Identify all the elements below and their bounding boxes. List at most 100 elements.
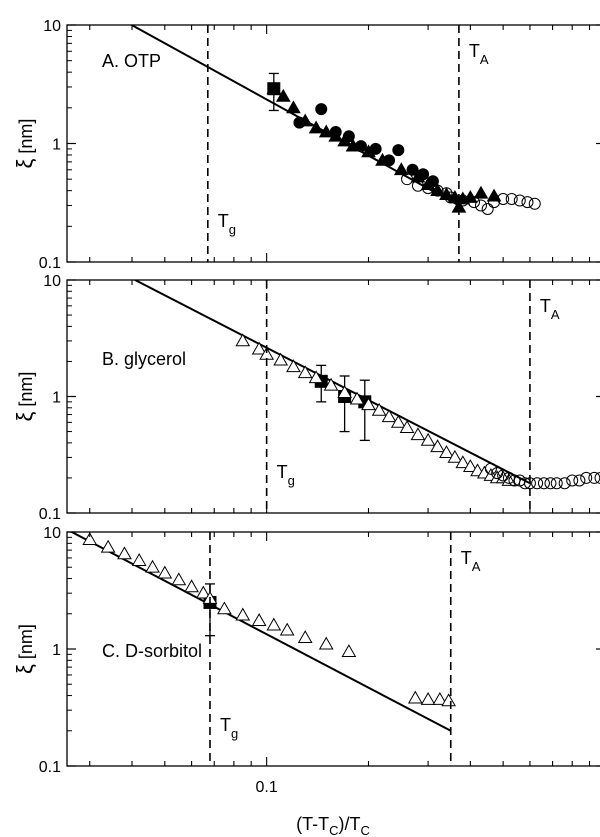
data-point bbox=[439, 445, 454, 458]
data-point bbox=[337, 385, 352, 398]
data-point bbox=[473, 185, 489, 199]
data-point bbox=[566, 474, 579, 487]
data-point bbox=[417, 168, 430, 181]
data-point bbox=[432, 692, 448, 705]
chart-panel-1: 10 1 0.1 ξ [nm] A. OTP Tg TA bbox=[12, 18, 600, 272]
panel-label: C. D-sorbitol bbox=[102, 641, 202, 661]
data-point bbox=[383, 154, 396, 167]
data-point bbox=[431, 184, 444, 197]
x-tick-label: 0.1 bbox=[256, 779, 278, 796]
ta-label: TA bbox=[540, 296, 560, 322]
data-point bbox=[426, 175, 439, 188]
data-point bbox=[342, 130, 355, 143]
data-point bbox=[341, 644, 357, 657]
ta-label: TA bbox=[469, 41, 489, 67]
chart-panel-2: 10 1 0.1 ξ [nm] B. glycerol Tg TA bbox=[12, 273, 600, 523]
data-point bbox=[544, 477, 557, 490]
data-point bbox=[474, 199, 487, 212]
series-circle-open bbox=[401, 173, 541, 216]
data-point bbox=[521, 196, 534, 209]
data-point bbox=[462, 459, 478, 473]
data-point bbox=[279, 622, 295, 636]
data-point bbox=[440, 187, 453, 200]
data-point bbox=[184, 579, 199, 593]
y-tick-label: 10 bbox=[43, 525, 61, 542]
data-point bbox=[406, 163, 419, 176]
data-point bbox=[392, 144, 405, 157]
y-axis-label: ξ [nm] bbox=[12, 624, 37, 674]
panel-label: A. OTP bbox=[102, 51, 161, 71]
data-point bbox=[390, 414, 406, 428]
data-point bbox=[467, 196, 480, 209]
data-point bbox=[580, 471, 593, 484]
data-point bbox=[235, 333, 251, 347]
data-point bbox=[318, 636, 334, 650]
y-tick-label: 1 bbox=[52, 390, 61, 407]
x-axis-label: (T-TC)/TC bbox=[296, 814, 370, 837]
data-point bbox=[286, 100, 301, 114]
data-point bbox=[573, 474, 586, 487]
data-point bbox=[393, 162, 409, 176]
data-point bbox=[117, 546, 132, 560]
data-point bbox=[484, 462, 497, 475]
plot-area bbox=[129, 25, 541, 216]
y-tick-label: 1 bbox=[52, 642, 61, 659]
data-point bbox=[497, 469, 510, 482]
tg-label: Tg bbox=[277, 462, 295, 488]
data-point bbox=[100, 539, 116, 553]
data-point bbox=[537, 477, 550, 490]
data-point bbox=[266, 81, 282, 95]
data-point bbox=[195, 585, 211, 599]
panel-label: B. glycerol bbox=[102, 349, 186, 369]
panels: 10 1 0.1 ξ [nm] A. OTP Tg TA 10 1 0.1 ξ [nm] B. gly… bbox=[12, 18, 600, 796]
data-point bbox=[491, 467, 504, 480]
y-tick-label: 0.1 bbox=[39, 255, 61, 272]
data-point bbox=[82, 532, 98, 546]
data-point bbox=[273, 352, 289, 366]
data-point bbox=[420, 432, 436, 446]
data-point bbox=[513, 194, 526, 207]
data-point bbox=[410, 427, 426, 441]
data-point bbox=[286, 359, 301, 373]
y-tick-label: 10 bbox=[43, 18, 61, 35]
data-point bbox=[588, 471, 600, 484]
plot-area bbox=[69, 532, 456, 732]
data-point bbox=[266, 617, 282, 631]
data-point bbox=[217, 601, 232, 615]
data-point bbox=[497, 193, 510, 206]
data-point bbox=[251, 341, 267, 355]
data-point bbox=[401, 173, 414, 186]
data-point bbox=[422, 182, 435, 195]
data-point bbox=[308, 120, 324, 134]
data-point bbox=[293, 116, 306, 129]
data-point bbox=[447, 449, 463, 463]
data-point bbox=[381, 409, 397, 423]
fit-line bbox=[132, 280, 531, 485]
series-circle-filled bbox=[293, 103, 439, 188]
data-point bbox=[361, 397, 376, 411]
y-tick-label: 0.1 bbox=[39, 759, 61, 776]
data-point bbox=[171, 572, 187, 586]
data-point bbox=[354, 140, 367, 153]
data-point bbox=[505, 193, 518, 206]
data-point bbox=[558, 477, 571, 490]
data-point bbox=[455, 455, 471, 469]
data-point bbox=[131, 553, 147, 566]
data-point bbox=[550, 477, 563, 490]
data-point bbox=[441, 693, 456, 707]
data-point bbox=[594, 471, 600, 484]
y-tick-label: 10 bbox=[43, 273, 61, 290]
tg-label: Tg bbox=[218, 211, 236, 237]
fit-line bbox=[69, 532, 452, 732]
data-point bbox=[528, 197, 541, 210]
y-tick-label: 1 bbox=[52, 137, 61, 154]
y-axis-label: ξ [nm] bbox=[12, 372, 37, 422]
y-tick-label: 0.1 bbox=[39, 506, 61, 523]
data-point bbox=[407, 690, 423, 704]
data-point bbox=[420, 692, 436, 705]
data-point bbox=[481, 203, 494, 216]
data-point bbox=[531, 477, 544, 490]
data-point bbox=[145, 559, 160, 573]
